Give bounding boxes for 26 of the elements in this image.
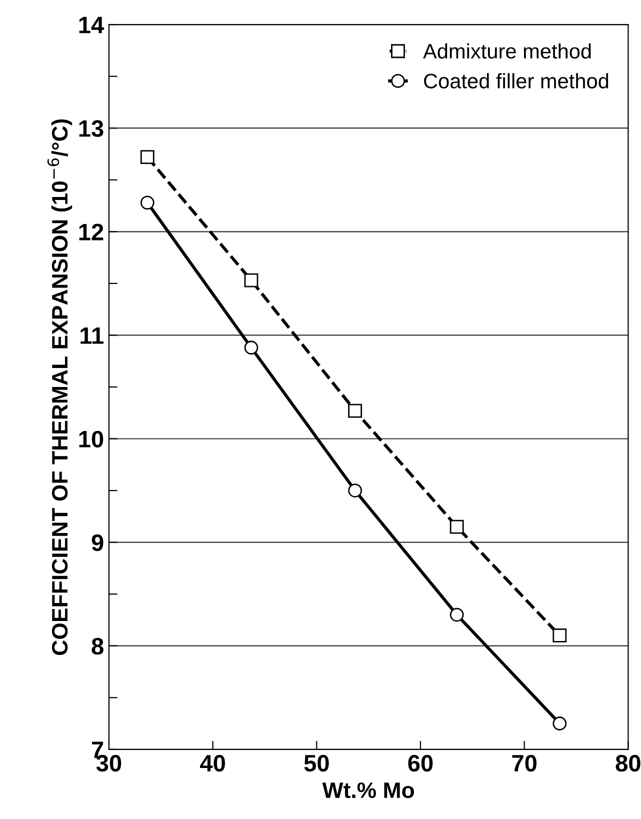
legend-label: Admixture method bbox=[423, 43, 591, 59]
point bbox=[552, 716, 567, 730]
y-tick-label: 14 bbox=[79, 16, 104, 34]
y-tick-label: 13 bbox=[79, 120, 104, 137]
x-tick-label: 40 bbox=[200, 754, 225, 772]
point bbox=[348, 404, 362, 418]
point bbox=[450, 608, 464, 622]
y-axis-title: COEFFICIENT OF THERMAL EXPANSION (10$^{−6}$/°C) bbox=[47, 119, 72, 655]
y-tick-label: 10 bbox=[79, 430, 104, 448]
y-tick-label: 11 bbox=[80, 328, 104, 344]
x-tick-label: 80 bbox=[616, 754, 640, 772]
x-tick-label: 70 bbox=[512, 754, 537, 772]
point bbox=[552, 628, 567, 642]
point bbox=[450, 520, 464, 534]
point bbox=[244, 340, 258, 355]
point bbox=[140, 196, 154, 210]
legend-label: Coated filler method bbox=[424, 73, 608, 88]
y-tick-label: 9 bbox=[92, 534, 104, 552]
y-tick-label: 12 bbox=[79, 224, 104, 240]
point bbox=[140, 150, 154, 164]
x-axis-title: Wt.% Mo bbox=[322, 782, 414, 798]
y-tick-label: 8 bbox=[92, 638, 104, 655]
point bbox=[348, 484, 362, 498]
point bbox=[244, 273, 258, 288]
x-tick-label: 50 bbox=[304, 754, 329, 772]
x-tick-label: 60 bbox=[408, 754, 433, 772]
